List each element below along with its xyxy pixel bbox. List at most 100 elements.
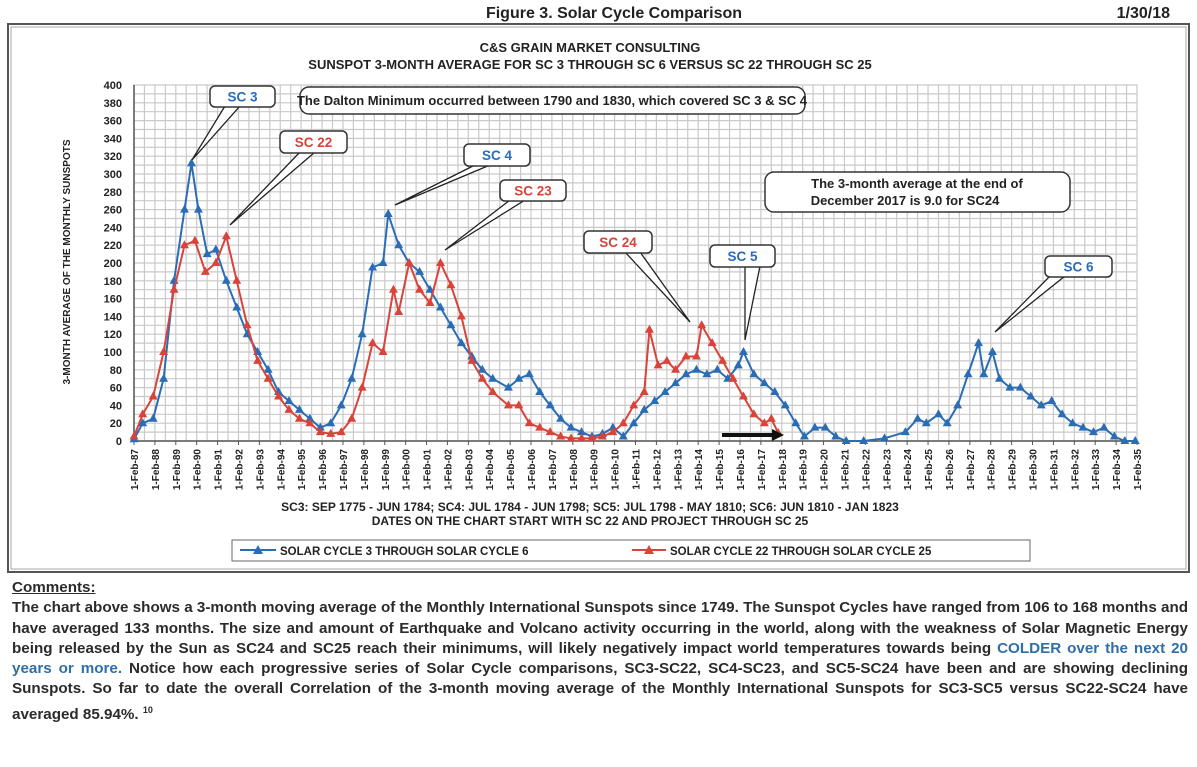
data-point: [253, 355, 263, 364]
data-point: [378, 347, 388, 355]
data-point: [169, 284, 179, 293]
callout-label: SC 23: [514, 184, 552, 199]
data-point: [514, 400, 524, 409]
chart-title: C&S GRAIN MARKET CONSULTING: [480, 40, 701, 55]
y-tick-label: 80: [110, 365, 122, 377]
data-point: [810, 422, 820, 431]
data-point: [913, 413, 923, 422]
y-tick-label: 60: [110, 383, 122, 395]
data-point: [979, 369, 989, 378]
x-tick-label: 1-Feb-28: [987, 449, 998, 491]
data-point: [315, 422, 325, 431]
y-tick-label: 280: [104, 187, 122, 199]
callout-box: [709, 244, 776, 268]
data-point: [524, 369, 534, 378]
data-point: [660, 387, 670, 396]
data-point: [488, 373, 498, 382]
data-point: [733, 360, 743, 369]
data-point: [618, 418, 628, 427]
data-point: [662, 355, 672, 364]
x-tick-label: 1-Feb-09: [590, 449, 601, 491]
data-point: [179, 240, 189, 249]
data-point: [1036, 400, 1046, 409]
data-point: [880, 433, 890, 442]
svg-text:SOLAR CYCLE 22 THROUGH SOLAR C: SOLAR CYCLE 22 THROUGH SOLAR CYCLE 25: [670, 546, 932, 558]
x-tick-label: 1-Feb-01: [423, 449, 434, 491]
data-point: [368, 262, 378, 271]
y-tick-label: 360: [104, 116, 122, 128]
data-point: [1005, 382, 1015, 391]
x-tick-label: 1-Feb-10: [611, 449, 622, 491]
x-tick-label: 1-Feb-95: [297, 449, 308, 491]
x-tick-label: 1-Feb-16: [736, 449, 747, 491]
data-point: [159, 373, 169, 382]
data-point: [780, 400, 790, 409]
data-point: [415, 284, 425, 293]
series-sc22-sc25: [129, 231, 783, 442]
legend-item-sc22-sc25: SOLAR CYCLE 22 THROUGH SOLAR CYCLE 25: [632, 545, 932, 558]
x-tick-label: 1-Feb-34: [1112, 449, 1123, 491]
x-tick-label: 1-Feb-35: [1133, 449, 1144, 491]
colder-highlight: COLDER over the next 20 years or more.: [12, 639, 1188, 678]
figure-title: Figure 3. Solar Cycle Comparison: [486, 5, 742, 22]
data-point: [326, 428, 336, 437]
data-point: [577, 427, 587, 436]
x-axis-note-1: SC3: SEP 1775 - JUN 1784; SC4: JUL 1784 …: [281, 500, 899, 514]
y-axis-title: 3-MONTH AVERAGE OF THE MONTHLY SUNSPOTS: [62, 139, 73, 384]
data-point: [394, 306, 404, 315]
data-point: [326, 418, 336, 427]
data-point: [221, 231, 231, 240]
data-point: [681, 351, 691, 360]
triangle-marker-icon: [253, 545, 263, 554]
x-tick-label: 1-Feb-19: [799, 449, 810, 491]
data-point: [467, 355, 477, 364]
data-point: [383, 209, 393, 218]
x-tick-label: 1-Feb-88: [151, 449, 162, 491]
x-tick-label: 1-Feb-14: [694, 449, 705, 491]
data-point: [707, 338, 717, 347]
y-tick-label: 200: [104, 258, 122, 270]
y-tick-label: 0: [116, 436, 122, 448]
series-layer: [129, 158, 1140, 444]
y-tick-label: 100: [104, 347, 122, 359]
data-point: [200, 266, 210, 275]
comments-body: The chart above shows a 3-month moving a…: [12, 599, 1188, 723]
legend: SOLAR CYCLE 3 THROUGH SOLAR CYCLE 6 SOLA…: [231, 539, 1031, 562]
data-point: [681, 369, 691, 378]
x-tick-label: 1-Feb-00: [402, 449, 413, 491]
data-point: [138, 418, 148, 427]
callout-label: SC 3: [227, 90, 258, 105]
svg-text:The 3-month average at the end: The 3-month average at the end of: [811, 176, 1023, 191]
series-sc3-sc6: [129, 158, 1140, 444]
x-tick-label: 1-Feb-32: [1070, 449, 1081, 491]
data-point: [987, 347, 997, 355]
y-tick-label: 120: [104, 329, 122, 341]
data-point: [587, 433, 597, 442]
x-tick-label: 1-Feb-26: [945, 449, 956, 491]
data-point: [738, 347, 748, 355]
callout-label: SC 6: [1063, 260, 1094, 275]
figure-date: 1/30/18: [1117, 5, 1170, 22]
data-point: [671, 378, 681, 387]
x-tick-label: 1-Feb-98: [360, 449, 371, 491]
data-point: [394, 240, 404, 249]
x-tick-label: 1-Feb-12: [652, 449, 663, 491]
data-point: [691, 351, 701, 360]
chart-frame-inner: [10, 26, 1187, 570]
chart-frame: [7, 23, 1190, 573]
data-point: [305, 413, 315, 422]
data-point: [749, 409, 759, 418]
data-point: [347, 373, 357, 382]
data-point: [148, 391, 158, 400]
x-tick-label: 1-Feb-90: [193, 449, 204, 491]
data-point: [697, 320, 707, 329]
x-tick-label: 1-Feb-99: [381, 449, 392, 491]
data-point: [263, 364, 273, 373]
callout-sc4: SC 4: [394, 143, 531, 206]
data-point: [556, 413, 566, 422]
x-tick-label: 1-Feb-30: [1029, 449, 1040, 491]
data-point: [921, 418, 931, 427]
x-tick-label: 1-Feb-96: [318, 449, 329, 491]
dec2017-annotation: The 3-month average at the end of Decemb…: [764, 171, 1071, 213]
data-point: [159, 347, 169, 355]
